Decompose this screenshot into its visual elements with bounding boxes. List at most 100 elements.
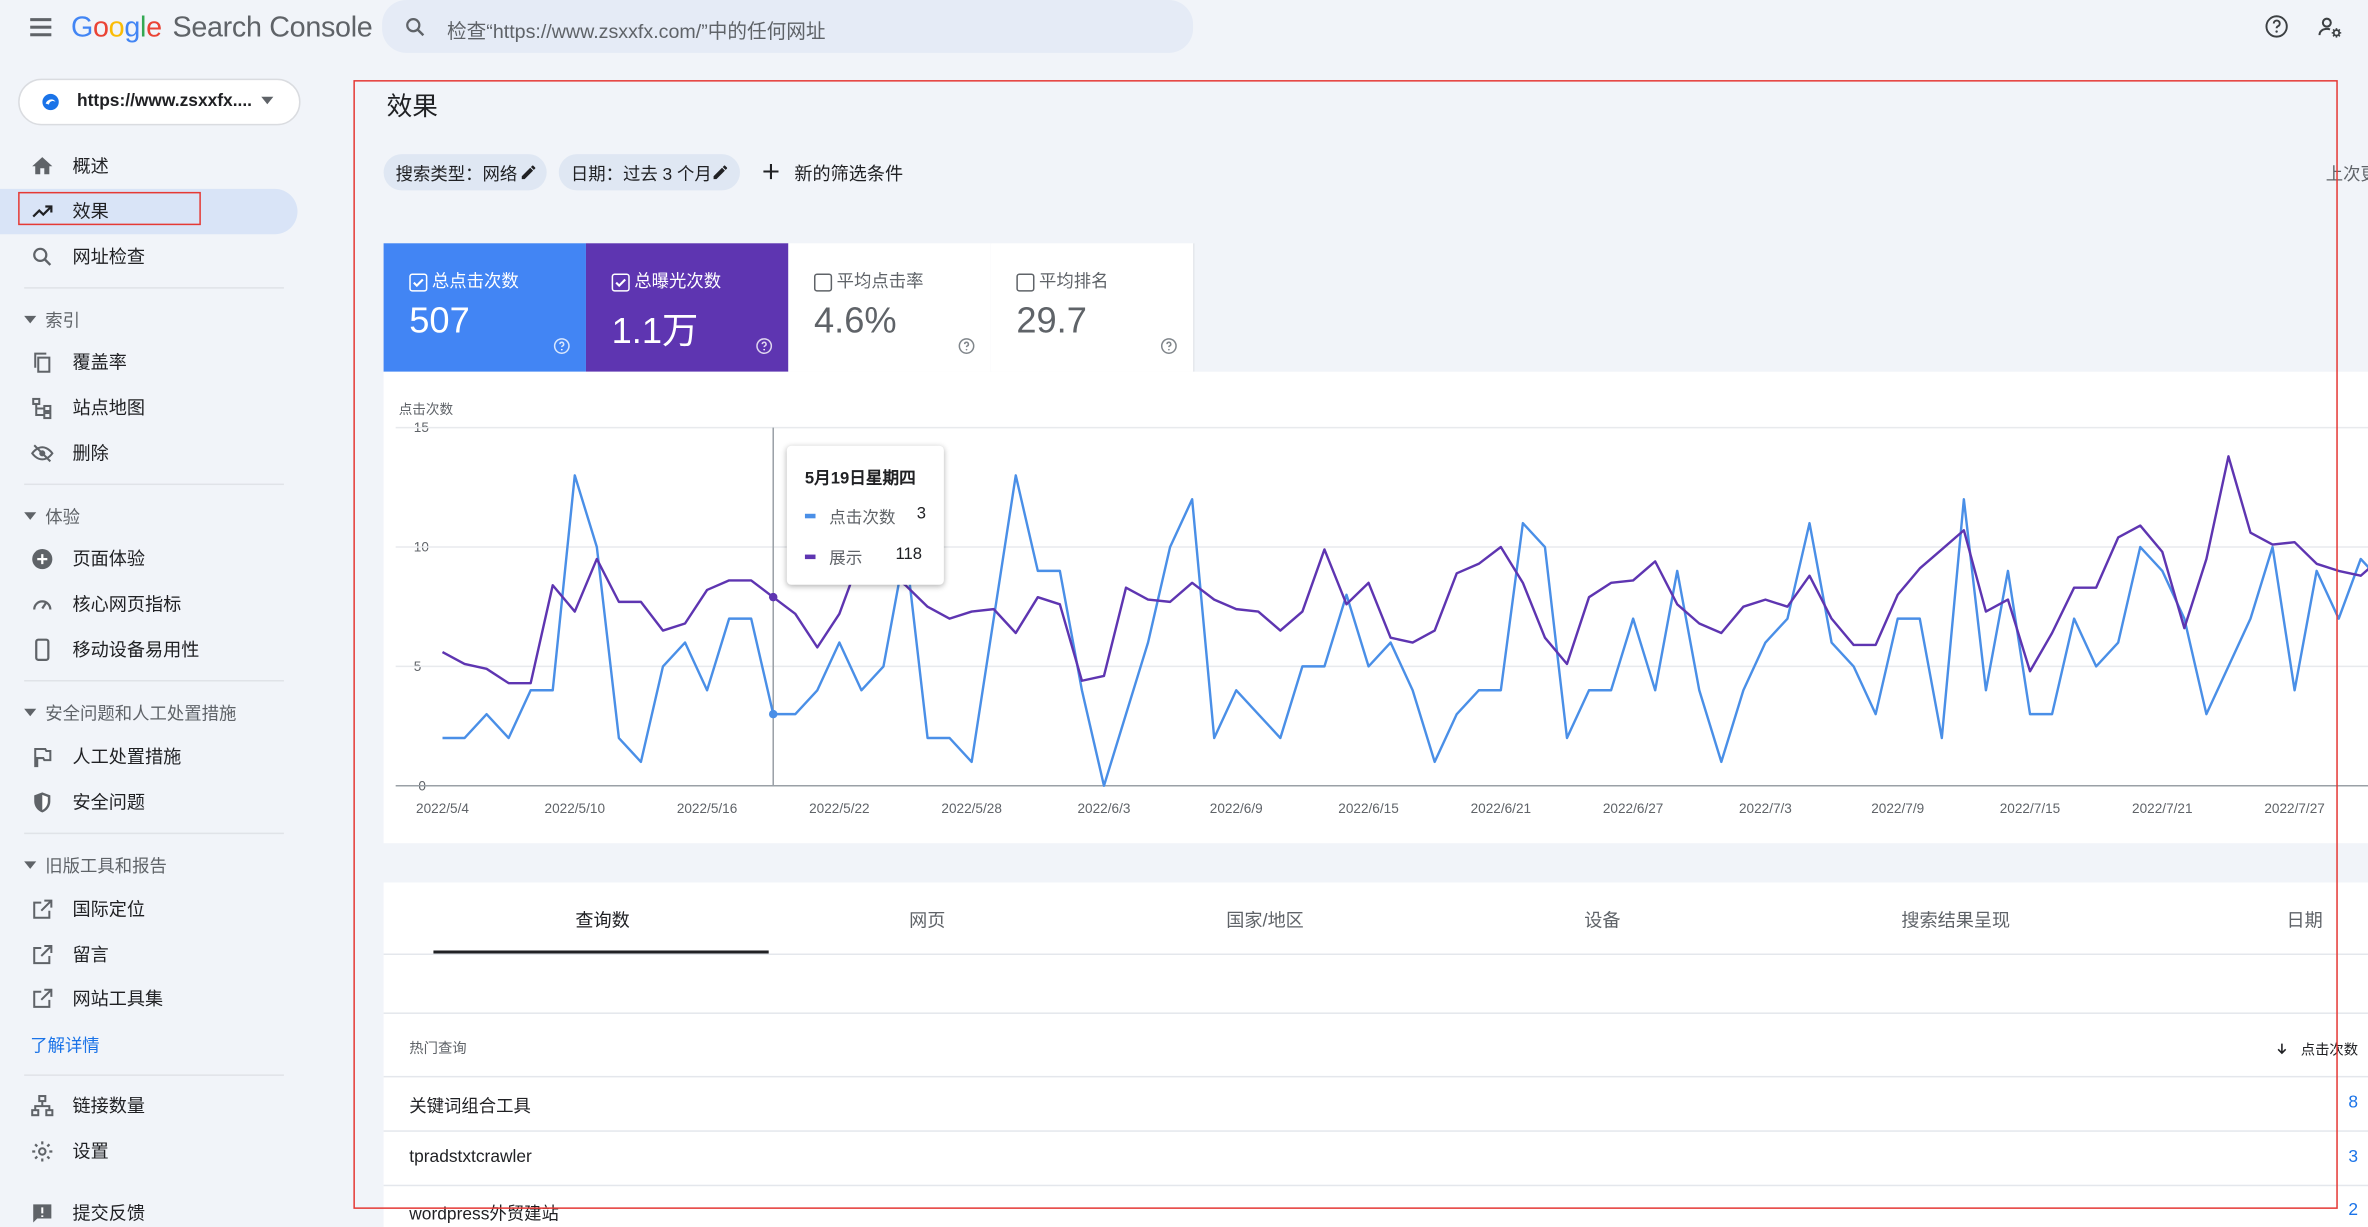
nav-item-links[interactable]: 链接数量 xyxy=(0,1094,302,1118)
main-menu-icon[interactable] xyxy=(30,18,52,37)
section-index[interactable]: 索引 xyxy=(24,308,80,332)
caret-down-icon xyxy=(24,512,37,520)
nav-item-feedback[interactable]: 提交反馈 xyxy=(0,1201,302,1225)
url-inspection-search[interactable]: 检查“https://www.zsxxfx.com/”中的任何网址 xyxy=(382,0,1194,53)
help-icon[interactable] xyxy=(2264,14,2290,40)
nav-item-url-inspection[interactable]: 网址检查 xyxy=(0,245,302,269)
help-icon[interactable] xyxy=(1160,337,1178,355)
nav-label: 网站工具集 xyxy=(72,988,164,1010)
nav-label: 移动设备易用性 xyxy=(72,639,200,661)
product-name: Search Console xyxy=(172,12,373,44)
nav-label: 安全问题 xyxy=(72,791,146,813)
tab-devices[interactable]: 设备 xyxy=(1584,909,1621,931)
nav-label: 站点地图 xyxy=(72,397,146,419)
app-logo[interactable]: Google Search Console xyxy=(70,12,373,44)
help-icon[interactable] xyxy=(957,337,975,355)
gear-icon xyxy=(32,1141,53,1162)
section-experience[interactable]: 体验 xyxy=(24,505,80,529)
x-tick-label: 2022/5/4 xyxy=(416,800,469,816)
nav-label: 国际定位 xyxy=(72,899,146,921)
table-row-clicks: 3 xyxy=(2348,1148,2359,1167)
links-icon xyxy=(31,1095,54,1117)
nav-item-overview[interactable]: 概述 xyxy=(0,154,302,178)
metric-card-clicks[interactable]: 总点击次数 507 xyxy=(383,243,586,372)
metric-card-ctr[interactable]: 平均点击率 4.6% xyxy=(788,243,993,372)
table-row-query[interactable]: tpradstxtcrawler xyxy=(409,1148,532,1167)
tooltip-date: 5月19日星期四 xyxy=(804,469,916,489)
search-placeholder: 检查“https://www.zsxxfx.com/”中的任何网址 xyxy=(447,19,826,43)
caret-down-icon xyxy=(24,708,37,717)
nav-item-performance[interactable]: 效果 xyxy=(0,199,302,223)
tab-countries[interactable]: 国家/地区 xyxy=(1226,909,1304,931)
trending-up-icon xyxy=(32,205,53,218)
nav-item-mobile-usability[interactable]: 移动设备易用性 xyxy=(0,638,302,662)
x-tick-label: 2022/5/22 xyxy=(809,800,870,816)
table-row-query[interactable]: 关键词组合工具 xyxy=(409,1098,531,1117)
sidebar-divider xyxy=(24,1074,284,1076)
help-icon[interactable] xyxy=(553,337,571,355)
metric-card-position[interactable]: 平均排名 29.7 xyxy=(990,243,1195,372)
add-filter-label: 新的筛选条件 xyxy=(794,163,904,185)
tab-search-appearance[interactable]: 搜索结果呈现 xyxy=(1901,909,2011,931)
nav-item-security-issues[interactable]: 安全问题 xyxy=(0,790,302,814)
nav-item-page-experience[interactable]: 页面体验 xyxy=(0,547,302,571)
speed-icon xyxy=(33,600,52,610)
copy-icon xyxy=(34,352,51,373)
user-settings-icon[interactable] xyxy=(2317,14,2344,41)
caret-down-icon xyxy=(24,861,37,869)
sidebar-divider xyxy=(24,287,284,289)
nav-item-sitemaps[interactable]: 站点地图 xyxy=(0,396,302,420)
metric-value: 1.1万 xyxy=(611,311,699,353)
arrow-down-icon xyxy=(2277,1043,2287,1055)
nav-item-coverage[interactable]: 覆盖率 xyxy=(0,351,302,375)
sidebar-divider xyxy=(24,679,284,682)
active-nav-highlight xyxy=(0,188,298,235)
plus-icon xyxy=(763,163,779,180)
nav-item-messages[interactable]: 留言 xyxy=(0,943,302,967)
nav-item-removals[interactable]: 删除 xyxy=(0,441,302,465)
tab-dates[interactable]: 日期 xyxy=(2286,909,2323,931)
property-selector[interactable]: https://www.zsxxfx.... xyxy=(18,78,301,126)
table-header-divider xyxy=(383,1075,2368,1078)
x-tick-label: 2022/7/9 xyxy=(1871,800,1925,816)
site-favicon-icon xyxy=(42,93,59,111)
tooltip-impressions-value: 118 xyxy=(895,545,923,564)
metric-label: 总曝光次数 xyxy=(634,273,722,292)
nav-label: 覆盖率 xyxy=(72,352,127,374)
metric-value: 29.7 xyxy=(1016,300,1087,342)
x-tick-label: 2022/5/28 xyxy=(941,800,1002,816)
metric-label: 平均排名 xyxy=(1039,273,1109,292)
nav-item-settings[interactable]: 设置 xyxy=(0,1139,302,1163)
chart-y-axis-title: 点击次数 xyxy=(398,401,454,418)
nav-label: 人工处置措施 xyxy=(72,746,182,768)
metric-label: 平均点击率 xyxy=(836,273,924,292)
tab-pages[interactable]: 网页 xyxy=(909,909,946,931)
section-title: 索引 xyxy=(45,312,81,331)
x-tick-label: 2022/6/27 xyxy=(1602,800,1664,816)
table-header-clicks[interactable]: 点击次数 xyxy=(2274,1035,2358,1062)
tab-queries[interactable]: 查询数 xyxy=(575,909,630,931)
filter-chip-date[interactable]: 日期：过去 3 个月 xyxy=(558,154,740,191)
table-row-query[interactable]: wordpress外贸建站 xyxy=(409,1205,559,1224)
x-tick-label: 2022/5/10 xyxy=(544,800,606,816)
metric-value: 507 xyxy=(409,300,470,342)
nav-item-international-targeting[interactable]: 国际定位 xyxy=(0,898,302,922)
tooltip-clicks-value: 3 xyxy=(916,504,926,523)
nav-item-web-tools[interactable]: 网站工具集 xyxy=(0,987,302,1011)
metric-card-impressions[interactable]: 总曝光次数 1.1万 xyxy=(585,243,789,372)
filter-chip-search-type[interactable]: 搜索类型：网络 xyxy=(383,154,547,191)
nav-label: 链接数量 xyxy=(72,1095,146,1117)
help-icon[interactable] xyxy=(755,337,773,355)
section-legacy-tools[interactable]: 旧版工具和报告 xyxy=(24,854,167,878)
tooltip-impressions-label: 展示 xyxy=(829,550,863,569)
section-security[interactable]: 安全问题和人工处置措施 xyxy=(24,701,236,725)
flag-icon xyxy=(34,747,52,768)
external-link-icon xyxy=(33,944,53,965)
x-tick-label: 2022/6/15 xyxy=(1338,800,1399,816)
search-icon xyxy=(33,247,52,266)
nav-item-manual-actions[interactable]: 人工处置措施 xyxy=(0,745,302,769)
nav-item-core-web-vitals[interactable]: 核心网页指标 xyxy=(0,592,302,616)
tab-queries-underline xyxy=(433,950,769,954)
table-row-divider xyxy=(383,1184,2368,1187)
learn-more-link[interactable]: 了解详情 xyxy=(30,1038,100,1057)
